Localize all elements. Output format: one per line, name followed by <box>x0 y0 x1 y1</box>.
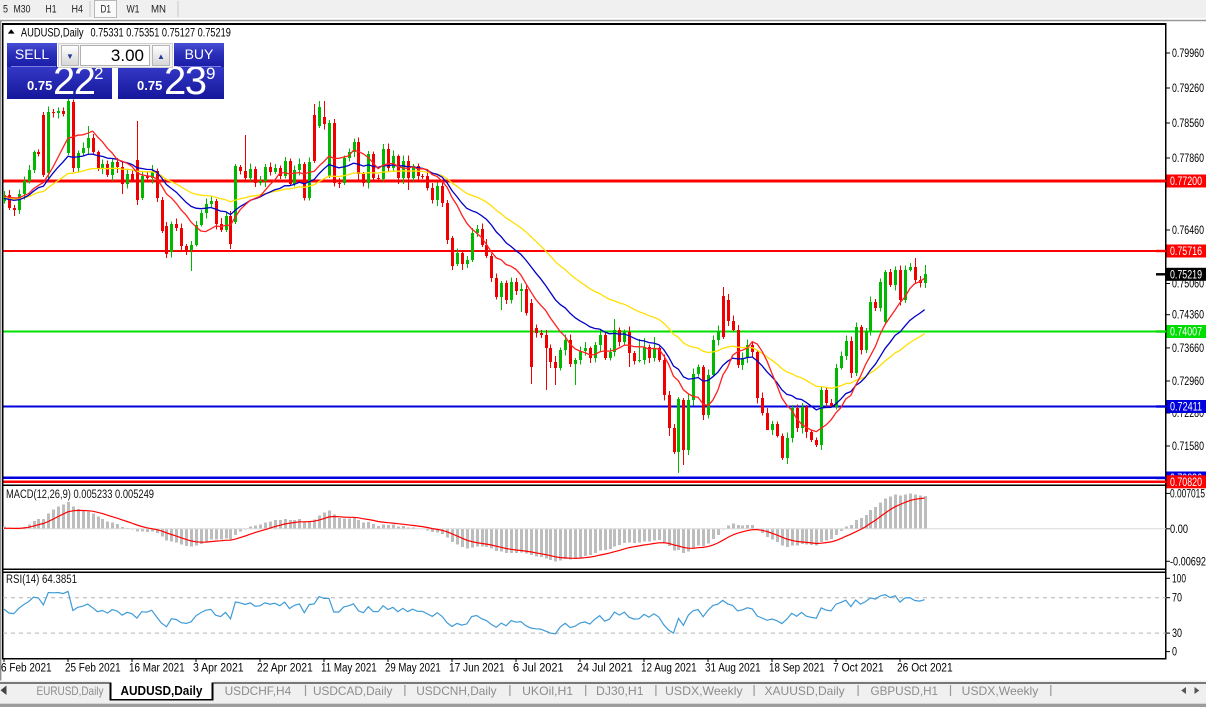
svg-text:0.77200: 0.77200 <box>1170 176 1202 188</box>
svg-text:0.75219: 0.75219 <box>1170 269 1202 281</box>
svg-text:MACD(12,26,9) 0.005233 0.00524: MACD(12,26,9) 0.005233 0.005249 <box>6 489 154 501</box>
svg-text:6 Jul 2021: 6 Jul 2021 <box>513 663 564 675</box>
svg-text:24 Jul 2021: 24 Jul 2021 <box>577 663 633 675</box>
svg-text:0.007015: 0.007015 <box>1170 488 1205 500</box>
svg-text:0.77860: 0.77860 <box>1172 153 1204 165</box>
svg-text:EURUSD,Daily: EURUSD,Daily <box>37 684 104 698</box>
svg-text:6 Feb 2021: 6 Feb 2021 <box>1 663 52 675</box>
svg-text:XAUUSD,Daily: XAUUSD,Daily <box>765 684 845 698</box>
svg-text:0.74360: 0.74360 <box>1172 310 1204 322</box>
svg-text:GBPUSD,H1: GBPUSD,H1 <box>871 684 939 698</box>
svg-text:29 May 2021: 29 May 2021 <box>385 663 441 675</box>
svg-text:0.73660: 0.73660 <box>1172 343 1204 355</box>
svg-text:0.72411: 0.72411 <box>1170 402 1202 414</box>
svg-text:USDCAD,Daily: USDCAD,Daily <box>313 684 392 698</box>
svg-text:11 May 2021: 11 May 2021 <box>321 663 377 675</box>
svg-text:UKOil,H1: UKOil,H1 <box>522 684 573 698</box>
svg-text:0.74007: 0.74007 <box>1170 327 1202 339</box>
svg-text:0.70820: 0.70820 <box>1170 477 1202 489</box>
svg-text:USDCHF,H4: USDCHF,H4 <box>225 684 292 698</box>
svg-text:18 Sep 2021: 18 Sep 2021 <box>769 663 825 675</box>
svg-text:0.71580: 0.71580 <box>1172 441 1204 453</box>
svg-text:0.79960: 0.79960 <box>1172 48 1204 60</box>
svg-text:12 Aug 2021: 12 Aug 2021 <box>641 663 697 675</box>
svg-text:7 Oct 2021: 7 Oct 2021 <box>833 663 884 675</box>
svg-text:5: 5 <box>3 4 8 16</box>
svg-text:22 Apr 2021: 22 Apr 2021 <box>257 663 313 675</box>
svg-text:DJ30,H1: DJ30,H1 <box>596 684 644 698</box>
svg-text:AUDUSD,Daily: AUDUSD,Daily <box>21 25 84 39</box>
svg-text:D1: D1 <box>101 4 112 16</box>
svg-text:30: 30 <box>1172 628 1182 640</box>
svg-text:USDX,Weekly: USDX,Weekly <box>665 684 743 698</box>
svg-text:31 Aug 2021: 31 Aug 2021 <box>705 663 761 675</box>
svg-text:0: 0 <box>1172 647 1177 659</box>
svg-text:0.76460: 0.76460 <box>1172 225 1204 237</box>
svg-text:70: 70 <box>1172 593 1182 605</box>
svg-text:0.79260: 0.79260 <box>1172 83 1204 95</box>
svg-text:16 Mar 2021: 16 Mar 2021 <box>129 663 185 675</box>
svg-text:17 Jun 2021: 17 Jun 2021 <box>449 663 505 675</box>
svg-text:3 Apr 2021: 3 Apr 2021 <box>193 663 244 675</box>
svg-text:RSI(14) 64.3851: RSI(14) 64.3851 <box>6 574 77 586</box>
svg-text:USDCNH,Daily: USDCNH,Daily <box>416 684 496 698</box>
svg-text:-0.00692: -0.00692 <box>1170 556 1206 568</box>
svg-text:0.72960: 0.72960 <box>1172 376 1204 388</box>
svg-text:100: 100 <box>1172 573 1186 585</box>
svg-text:M30: M30 <box>14 4 31 16</box>
svg-text:MN: MN <box>151 4 166 16</box>
svg-text:H1: H1 <box>46 4 57 16</box>
svg-text:AUDUSD,Daily: AUDUSD,Daily <box>121 684 203 698</box>
svg-text:25 Feb 2021: 25 Feb 2021 <box>65 663 121 675</box>
svg-text:USDX,Weekly: USDX,Weekly <box>962 684 1039 698</box>
svg-text:0.75716: 0.75716 <box>1170 246 1202 258</box>
svg-text:0.78560: 0.78560 <box>1172 118 1204 130</box>
svg-text:0.75060: 0.75060 <box>1172 279 1204 291</box>
svg-text:0.75331 0.75351 0.75127 0.7521: 0.75331 0.75351 0.75127 0.75219 <box>91 25 232 39</box>
svg-text:H4: H4 <box>72 4 84 16</box>
svg-text:0.00: 0.00 <box>1170 524 1188 536</box>
svg-text:26 Oct 2021: 26 Oct 2021 <box>897 663 953 675</box>
svg-text:W1: W1 <box>127 4 140 16</box>
